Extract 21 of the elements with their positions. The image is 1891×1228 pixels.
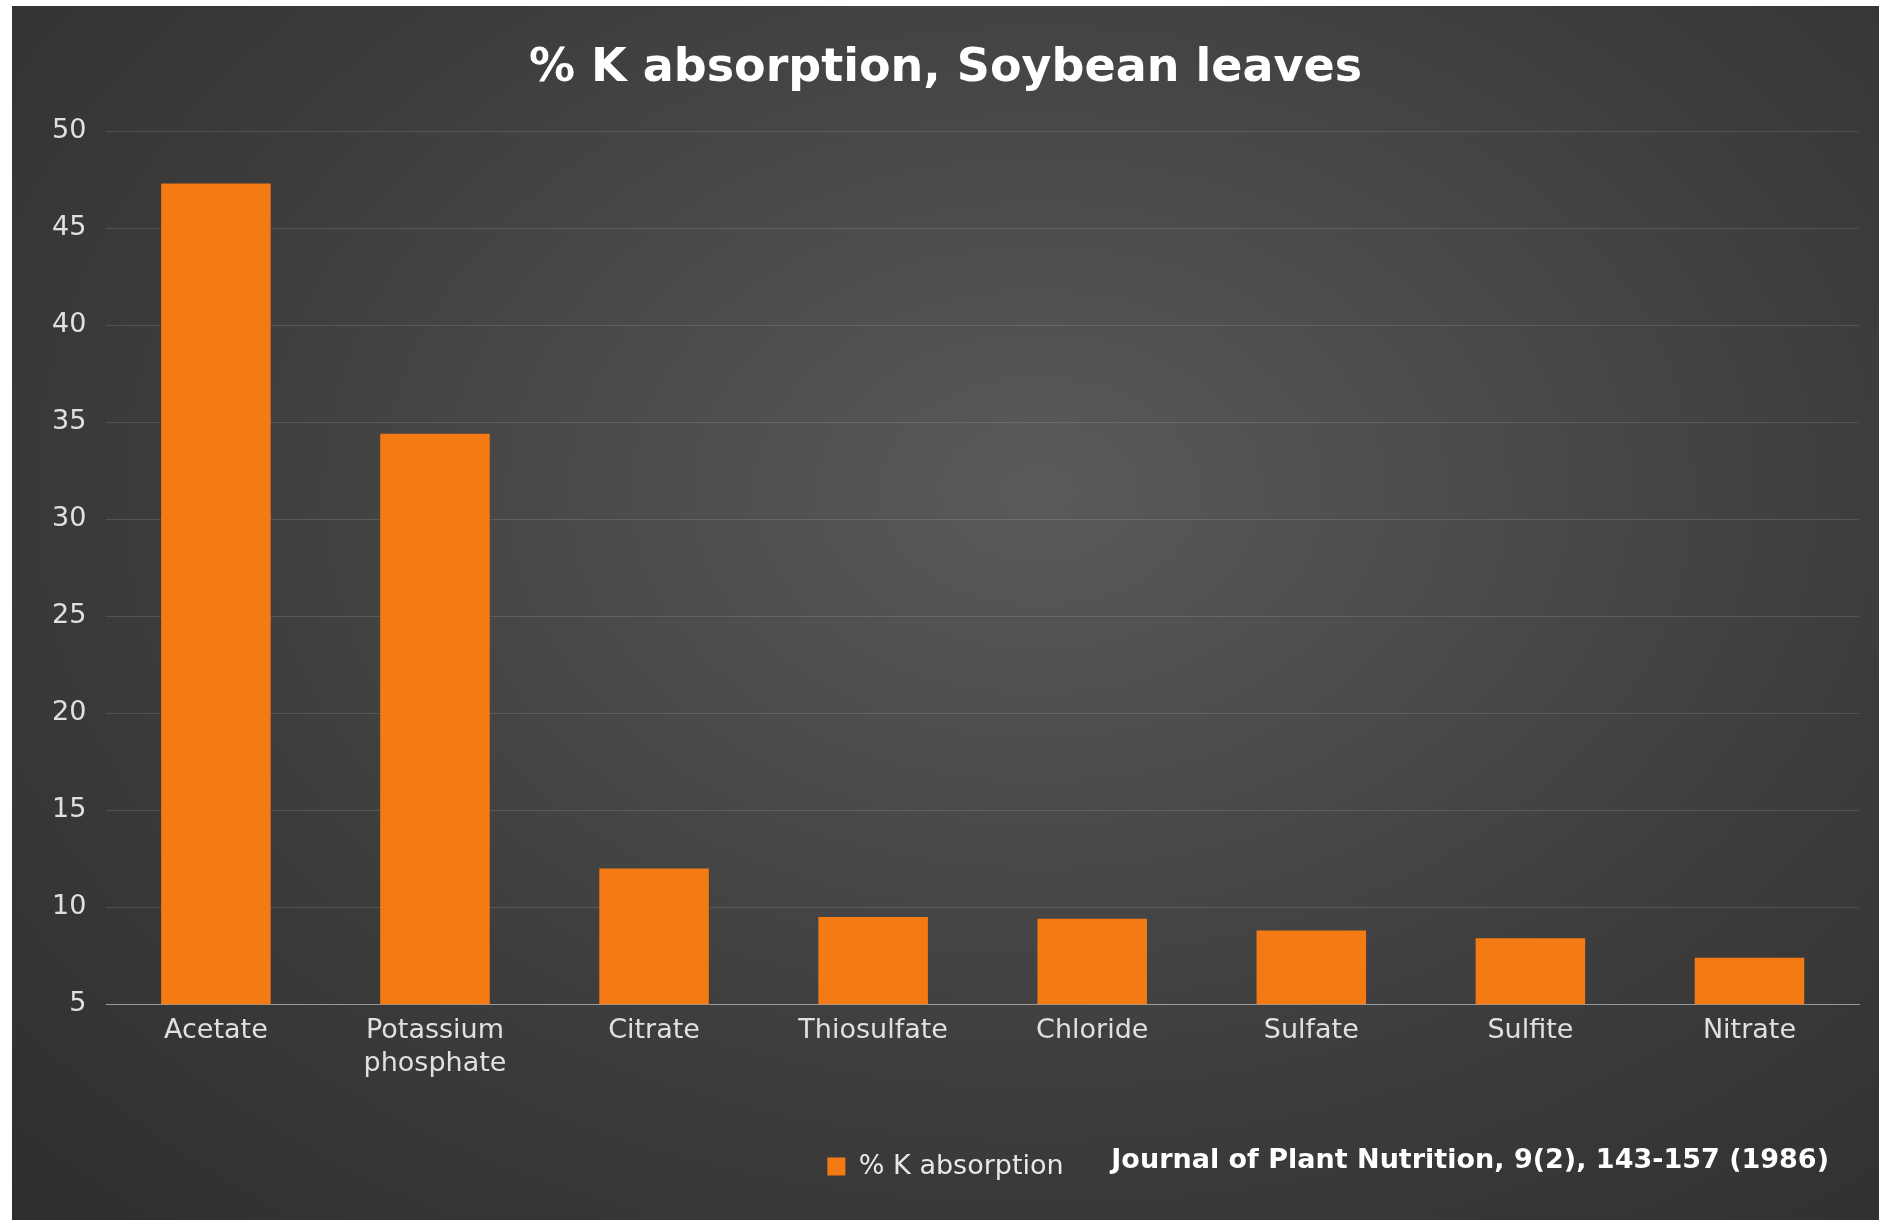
y-tick-label: 5 xyxy=(69,986,87,1018)
y-tick-label: 10 xyxy=(52,889,87,921)
chart-title: % K absorption, Soybean leaves xyxy=(528,37,1363,92)
x-tick-label: Sulfite xyxy=(1487,1013,1574,1045)
x-tick-label: Potassium phosphate xyxy=(363,1013,507,1077)
y-tick-label: 40 xyxy=(52,307,87,339)
y-tick-label: 20 xyxy=(52,695,87,727)
x-tick-label: Thiosulfate xyxy=(797,1013,948,1045)
y-tick-label: 25 xyxy=(52,598,87,630)
legend-label: % K absorption xyxy=(858,1148,1064,1180)
x-tick-label: Chloride xyxy=(1036,1013,1149,1045)
text: Journal of Plant Nutrition, 9(2), 143-157 (1986) xyxy=(1109,1143,1829,1175)
y-tick-label: 50 xyxy=(52,113,87,145)
x-tick-label: Nitrate xyxy=(1702,1013,1797,1045)
y-tick-label: 35 xyxy=(52,404,87,436)
x-tick-label: Acetate xyxy=(164,1013,268,1045)
y-tick-label: 15 xyxy=(52,792,87,824)
x-tick-label: Citrate xyxy=(608,1013,700,1045)
y-tick-label: 45 xyxy=(52,210,87,242)
x-tick-label: Sulfate xyxy=(1263,1013,1359,1045)
y-tick-label: 30 xyxy=(52,501,87,533)
